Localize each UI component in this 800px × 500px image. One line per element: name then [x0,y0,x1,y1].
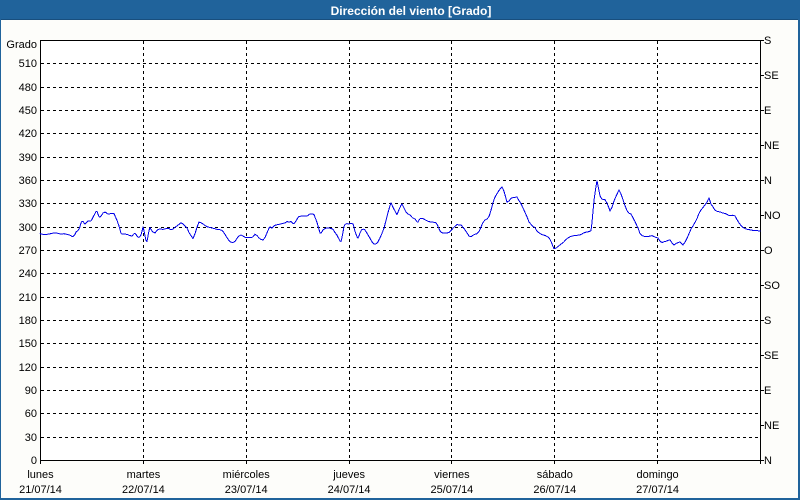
svg-text:23/07/14: 23/07/14 [225,484,268,496]
svg-text:NO: NO [764,210,781,222]
svg-text:E: E [764,105,771,117]
svg-text:N: N [764,175,772,187]
svg-text:jueves: jueves [332,469,365,481]
svg-text:martes: martes [127,469,161,481]
svg-text:E: E [764,385,771,397]
svg-text:510: 510 [19,58,37,70]
svg-text:miércoles: miércoles [223,469,271,481]
svg-text:S: S [764,315,771,327]
svg-text:120: 120 [19,362,37,374]
svg-text:Grado: Grado [6,39,37,51]
svg-text:390: 390 [19,152,37,164]
svg-text:Dirección del viento [Grado]: Dirección del viento [Grado] [331,4,492,18]
svg-text:180: 180 [19,315,37,327]
svg-text:sábado: sábado [537,469,573,481]
svg-text:240: 240 [19,268,37,280]
svg-text:S: S [764,35,771,47]
svg-text:lunes: lunes [27,469,54,481]
svg-text:21/07/14: 21/07/14 [19,484,62,496]
svg-text:270: 270 [19,245,37,257]
svg-text:SE: SE [764,70,779,82]
svg-text:300: 300 [19,222,37,234]
svg-text:domingo: domingo [636,469,678,481]
svg-text:25/07/14: 25/07/14 [430,484,473,496]
svg-text:210: 210 [19,292,37,304]
svg-text:420: 420 [19,128,37,140]
svg-text:450: 450 [19,105,37,117]
svg-text:480: 480 [19,82,37,94]
svg-text:O: O [764,245,773,257]
svg-text:90: 90 [25,385,37,397]
svg-text:24/07/14: 24/07/14 [328,484,371,496]
svg-text:SE: SE [764,350,779,362]
svg-text:150: 150 [19,338,37,350]
svg-text:26/07/14: 26/07/14 [533,484,576,496]
svg-text:viernes: viernes [434,469,470,481]
svg-text:0: 0 [31,455,37,467]
svg-text:N: N [764,455,772,467]
svg-text:SO: SO [764,280,780,292]
svg-text:60: 60 [25,408,37,420]
svg-text:360: 360 [19,175,37,187]
svg-text:22/07/14: 22/07/14 [122,484,165,496]
svg-text:27/07/14: 27/07/14 [636,484,679,496]
svg-text:NE: NE [764,420,779,432]
svg-text:NE: NE [764,140,779,152]
svg-text:330: 330 [19,198,37,210]
svg-text:30: 30 [25,432,37,444]
